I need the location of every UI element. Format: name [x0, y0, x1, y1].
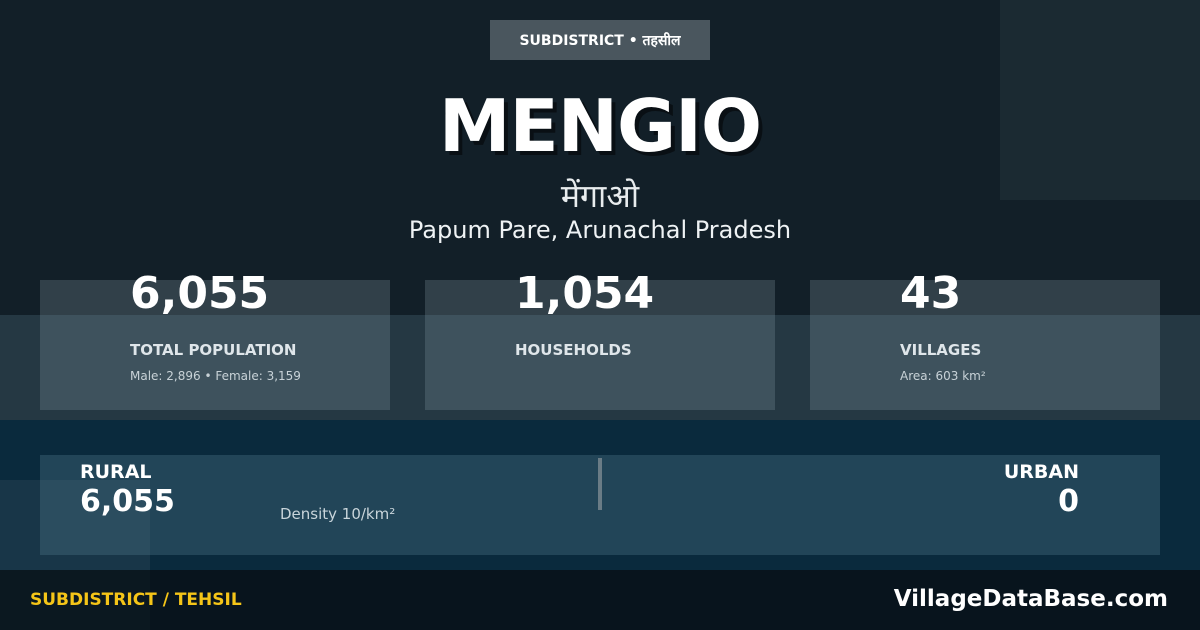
page-title: MENGIO: [438, 84, 762, 168]
stat-card-households: [425, 280, 775, 410]
stat-card-population: [40, 280, 390, 410]
urban-label: URBAN: [1003, 461, 1079, 483]
rural-value: 6,055: [80, 484, 175, 519]
type-badge: SUBDISTRICT • तहसील: [490, 20, 710, 60]
stat-sub: Area: 603 km²: [900, 369, 986, 383]
site-logo: VillageDataBase.com: [893, 586, 1168, 612]
density: Density 10/km²: [280, 505, 396, 523]
footer: [0, 570, 1200, 630]
location: Papum Pare, Arunachal Pradesh: [408, 216, 792, 244]
rural-label: RURAL: [80, 461, 152, 483]
footer-category: SUBDISTRICT / TEHSIL: [30, 590, 242, 610]
stat-label: TOTAL POPULATION: [130, 341, 297, 359]
decorative-block: [1000, 0, 1200, 200]
stat-label: VILLAGES: [900, 341, 982, 359]
divider: [598, 458, 602, 510]
stat-label: HOUSEHOLDS: [515, 341, 632, 359]
title-hindi: मेंगाओ: [560, 177, 640, 215]
stat-value: 43: [900, 268, 962, 319]
stat-value: 1,054: [515, 268, 655, 319]
stat-value: 6,055: [130, 268, 270, 319]
stat-sub: Male: 2,896 • Female: 3,159: [130, 369, 301, 383]
decorative-band: [0, 315, 1200, 420]
stat-card-villages: [810, 280, 1160, 410]
urban-value: 0: [1058, 484, 1079, 519]
